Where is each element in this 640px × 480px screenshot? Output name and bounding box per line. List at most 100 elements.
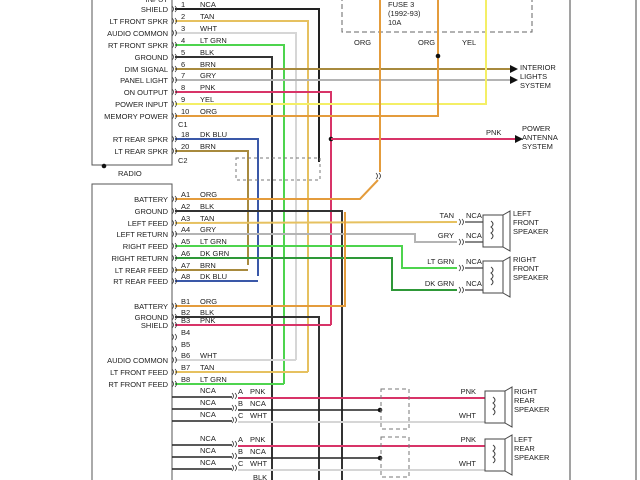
wire-color-label: PNK — [250, 435, 265, 444]
connector-icon — [171, 277, 177, 285]
terminal-label: NCA — [200, 458, 216, 467]
wire-color-label: BLK — [200, 48, 214, 57]
connector-icon — [231, 464, 237, 472]
radio-pin-label: POWER INPUT — [115, 100, 168, 109]
connector-icon — [171, 41, 177, 49]
speaker-name: SPEAKER — [513, 227, 549, 236]
arrow-icon — [515, 135, 523, 143]
amplifier-box — [91, 183, 173, 480]
wire-color-label: NCA — [200, 0, 216, 9]
connector-icon — [375, 172, 381, 180]
amp-pin-label: SHIELD — [141, 321, 169, 330]
radio-wire-1 — [175, 8, 320, 162]
connector-icon — [458, 286, 464, 294]
pin-number: B — [238, 399, 243, 408]
speaker-name: SPEAKER — [514, 405, 550, 414]
terminal-label: NCA — [200, 398, 216, 407]
speaker-name: LEFT — [514, 435, 533, 444]
speaker-coil-icon — [492, 444, 496, 464]
amp-wire-B2 — [175, 316, 320, 480]
connector-icon — [171, 266, 177, 274]
fuse-output-label: ORG — [418, 38, 435, 47]
wire-color-label: WHT — [250, 459, 267, 468]
connector-icon — [171, 135, 177, 143]
connector-icon — [171, 321, 177, 329]
amp-pin-label: RIGHT RETURN — [111, 254, 168, 263]
connector-icon — [171, 100, 177, 108]
connector-icon — [171, 333, 177, 341]
wire-color-label: BLK — [200, 308, 214, 317]
radio-wire-5 — [175, 56, 273, 480]
speaker-name: RIGHT — [513, 255, 537, 264]
speaker-coil-icon — [490, 266, 494, 286]
radio-pin-label: ON OUTPUT — [124, 88, 169, 97]
fuse-rating: 10A — [388, 18, 401, 27]
terminal-label: NCA — [466, 231, 482, 240]
connector-icon — [171, 219, 177, 227]
pin-number: 8 — [181, 83, 185, 92]
amp-pin-label: LT FRONT FEED — [110, 368, 169, 377]
fuse-output-label: YEL — [462, 38, 476, 47]
wire-color-label: DK GRN — [200, 249, 229, 258]
pin-number: A3 — [181, 214, 190, 223]
connector-icon — [171, 147, 177, 155]
connector-icon — [171, 207, 177, 215]
speaker-wire-label: PNK — [461, 387, 476, 396]
radio-wire-20 — [175, 150, 249, 265]
amp-pin-label: AUDIO COMMON — [107, 356, 168, 365]
speaker-cone-icon — [504, 386, 513, 428]
wire-color-label: LT GRN — [200, 36, 227, 45]
wire-color-label: TAN — [200, 214, 214, 223]
radio-pin-label: DIM SIGNAL — [125, 65, 168, 74]
amp-wire-A4 — [175, 233, 457, 243]
amp-pin-label: BATTERY — [134, 302, 168, 311]
radio-wire-2 — [175, 20, 309, 372]
speaker-wire-label: PNK — [461, 435, 476, 444]
radio-wire-4 — [175, 44, 285, 384]
interior-lights-label: SYSTEM — [520, 81, 551, 90]
pin-number: B8 — [181, 375, 190, 384]
connector-icon — [458, 264, 464, 272]
radio-pin-label: MEMORY POWER — [104, 112, 168, 121]
speaker-wire-label: TAN — [440, 211, 454, 220]
power-antenna-wire-label: PNK — [486, 128, 501, 137]
splice-dot — [435, 53, 441, 59]
amp-pin-label: RT REAR FEED — [113, 277, 168, 286]
amp-pin-label: LT REAR FEED — [115, 266, 169, 275]
shield-braid — [235, 157, 321, 181]
amp-pin-label: BATTERY — [134, 195, 168, 204]
radio-pin-label: AUDIO COMMON — [107, 29, 168, 38]
pin-number: 3 — [181, 24, 185, 33]
connector-icon — [231, 452, 237, 460]
wire-color-label: BRN — [200, 261, 216, 270]
pin-number: B6 — [181, 351, 190, 360]
power-antenna-label: POWER — [522, 124, 551, 133]
speaker-name: FRONT — [513, 264, 539, 273]
radio-input-label: INPUT — [146, 0, 169, 4]
pin-number: B — [238, 447, 243, 456]
radio-wire-18 — [175, 138, 259, 276]
interior-lights-label: LIGHTS — [520, 72, 547, 81]
wire-color-label: PNK — [200, 316, 215, 325]
radio-pin-label: LT FRONT SPKR — [110, 17, 169, 26]
connector-icon — [171, 195, 177, 203]
connector-icon — [171, 345, 177, 353]
wire-color-label: WHT — [250, 411, 267, 420]
pin-number: 7 — [181, 71, 185, 80]
pin-number: B1 — [181, 297, 190, 306]
pin-number: 4 — [181, 36, 185, 45]
terminal-label: NCA — [200, 386, 216, 395]
wire-color-label: ORG — [200, 190, 217, 199]
wire-color-label: TAN — [200, 12, 214, 21]
arrow-icon — [510, 65, 518, 73]
amp-pin-label: RIGHT FEED — [123, 242, 169, 251]
amp-wire-A3 — [174, 221, 458, 224]
speaker-cone-icon — [504, 434, 513, 476]
terminal-label: NCA — [200, 434, 216, 443]
speaker-coil-icon — [490, 220, 494, 240]
connector-icon — [171, 17, 177, 25]
amp-wire-A6 — [175, 257, 457, 291]
pin-number: A6 — [181, 249, 190, 258]
radio-pin-label: LT REAR SPKR — [115, 147, 169, 156]
pin-number: B3 — [181, 316, 190, 325]
